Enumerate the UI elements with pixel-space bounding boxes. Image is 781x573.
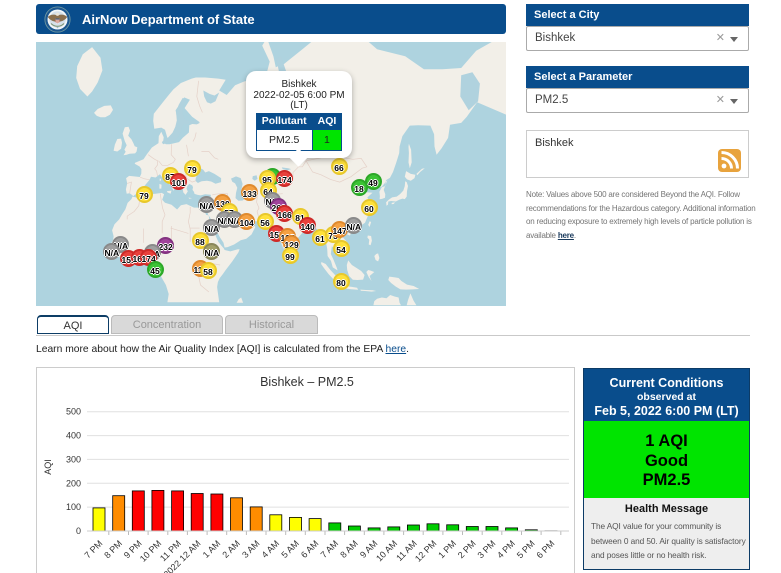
svg-text:7 AM: 7 AM [319, 538, 341, 560]
svg-text:3 AM: 3 AM [240, 538, 262, 560]
svg-text:4 AM: 4 AM [260, 538, 282, 560]
svg-text:4 PM: 4 PM [495, 538, 517, 560]
svg-text:8 PM: 8 PM [102, 538, 124, 560]
svg-text:400: 400 [66, 431, 81, 441]
svg-text:2 AM: 2 AM [220, 538, 242, 560]
svg-text:100: 100 [66, 502, 81, 512]
svg-text:300: 300 [66, 454, 81, 464]
svg-text:Bishkek – PM2.5: Bishkek – PM2.5 [260, 375, 354, 389]
svg-text:8 AM: 8 AM [338, 538, 360, 560]
svg-text:5 AM: 5 AM [279, 538, 301, 560]
svg-text:AQI: AQI [43, 459, 53, 475]
svg-text:0: 0 [76, 526, 81, 536]
svg-text:1 AM: 1 AM [201, 538, 223, 560]
svg-text:10 AM: 10 AM [374, 538, 399, 563]
svg-text:1 PM: 1 PM [436, 538, 458, 560]
svg-text:6 PM: 6 PM [534, 538, 556, 560]
svg-text:5 PM: 5 PM [515, 538, 537, 560]
svg-text:6 AM: 6 AM [299, 538, 321, 560]
svg-text:3 PM: 3 PM [475, 538, 497, 560]
svg-text:2 PM: 2 PM [456, 538, 478, 560]
svg-text:200: 200 [66, 478, 81, 488]
svg-text:12 PM: 12 PM [413, 538, 438, 563]
svg-text:7 PM: 7 PM [82, 538, 104, 560]
svg-text:10 PM: 10 PM [138, 538, 163, 563]
svg-text:500: 500 [66, 407, 81, 417]
